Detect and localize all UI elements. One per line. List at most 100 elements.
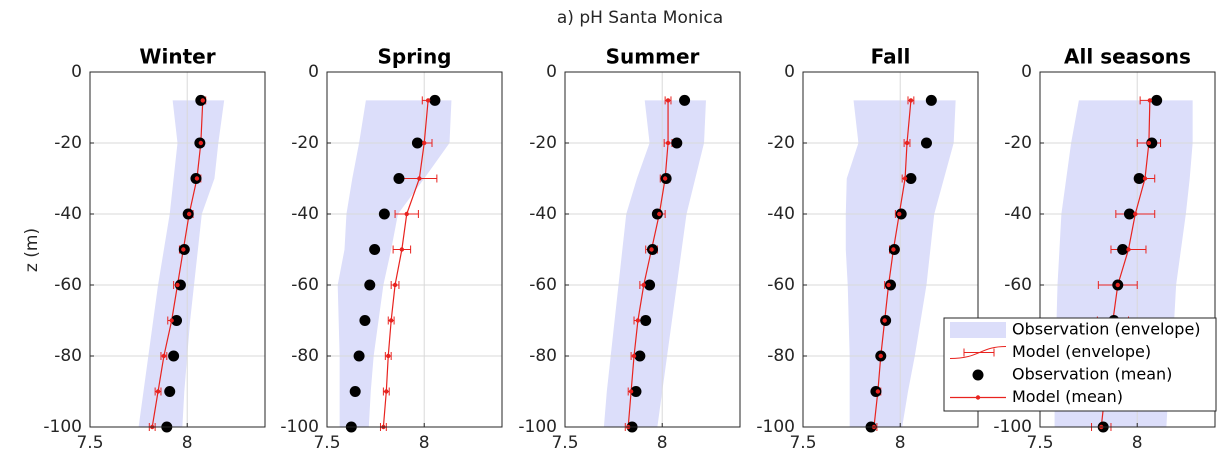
x-tick-label: 8 xyxy=(657,433,668,453)
x-tick-label: 7.5 xyxy=(76,433,103,453)
legend-label: Observation (mean) xyxy=(1012,365,1172,384)
model-mean-point xyxy=(904,140,910,146)
model-mean-point xyxy=(1146,140,1152,146)
y-tick-label: -40 xyxy=(529,204,557,224)
legend: Observation (envelope) Model (envelope) Ob… xyxy=(943,317,1217,412)
model-mean-point xyxy=(384,389,389,394)
model-mean-point xyxy=(194,176,200,181)
observation-mean xyxy=(359,315,371,326)
model-mean-point xyxy=(1115,282,1120,288)
observation-mean xyxy=(393,173,405,184)
panel-title: Summer xyxy=(606,45,700,69)
plot-frame xyxy=(564,71,741,428)
observation-mean xyxy=(925,94,937,106)
observation-mean xyxy=(353,350,365,362)
panel-title: All seasons xyxy=(1064,45,1191,69)
model-mean-point xyxy=(649,247,654,252)
panel xyxy=(326,71,503,433)
y-tick-label: -100 xyxy=(280,417,319,437)
y-tick-label: -40 xyxy=(1004,204,1032,224)
y-tick-label: -60 xyxy=(1004,275,1032,295)
observation-mean xyxy=(429,94,441,106)
legend-swatch xyxy=(963,348,995,357)
model-mean-point xyxy=(628,389,634,394)
observation-mean xyxy=(630,386,642,397)
y-tick-label: -40 xyxy=(767,204,795,224)
observation-mean xyxy=(364,279,376,291)
model-mean-point xyxy=(155,389,161,394)
observation-mean xyxy=(1146,137,1158,149)
panel xyxy=(89,71,266,433)
model-mean-point xyxy=(1142,176,1148,181)
y-tick-label: -100 xyxy=(993,417,1032,437)
model-mean-point xyxy=(891,247,896,252)
panel-title: Fall xyxy=(871,45,911,69)
observation-mean xyxy=(369,244,381,255)
legend-swatch xyxy=(975,395,981,400)
y-tick-label: -40 xyxy=(291,204,319,224)
model-mean-line xyxy=(382,100,429,428)
model-mean-point xyxy=(422,140,427,146)
y-tick-label: -60 xyxy=(54,275,82,295)
model-mean-point xyxy=(631,353,637,359)
model-mean-point xyxy=(1147,98,1153,103)
y-tick-label: -80 xyxy=(291,346,319,366)
plot-frame xyxy=(326,71,503,428)
y-tick-label: -100 xyxy=(756,417,795,437)
model-mean-point xyxy=(425,98,431,103)
x-tick-label: 7.5 xyxy=(551,433,578,453)
envelope xyxy=(603,100,706,428)
y-tick-label: -60 xyxy=(529,275,557,295)
plot-frame xyxy=(1039,71,1216,428)
observation-mean xyxy=(411,137,423,149)
legend-label: Observation (envelope) xyxy=(1012,320,1201,339)
model-mean-point xyxy=(1126,247,1131,252)
model-mean-point xyxy=(392,282,398,288)
y-tick-label: -80 xyxy=(767,346,795,366)
model-mean-point xyxy=(665,140,671,146)
model-mean-point xyxy=(169,318,174,323)
model-mean-point xyxy=(908,98,914,103)
model-mean-point xyxy=(641,282,646,288)
legend-swatch xyxy=(972,369,984,381)
model-mean-point xyxy=(657,211,662,217)
y-tick-label: 0 xyxy=(1021,62,1032,82)
y-tick-label: 0 xyxy=(308,62,319,82)
x-tick-label: 7.5 xyxy=(1026,433,1053,453)
model-mean-point xyxy=(386,353,391,359)
y-tick-label: -20 xyxy=(54,133,82,153)
x-tick-label: 7.5 xyxy=(313,433,340,453)
model-mean-line xyxy=(151,100,204,428)
model-mean-point xyxy=(181,247,186,252)
model-mean-point xyxy=(417,176,422,181)
observation-mean xyxy=(640,315,652,326)
model-mean-point xyxy=(404,211,409,217)
y-tick-label: 0 xyxy=(71,62,82,82)
observation-mean xyxy=(634,350,646,362)
observation-mean xyxy=(644,279,656,291)
y-tick-label: -20 xyxy=(291,133,319,153)
model-mean-line xyxy=(627,100,669,428)
observation-mean xyxy=(378,208,390,220)
model-mean-point xyxy=(1133,211,1138,217)
y-tick-label: -80 xyxy=(529,346,557,366)
x-tick-label: 8 xyxy=(895,433,906,453)
x-tick-label: 7.5 xyxy=(789,433,816,453)
envelope xyxy=(337,100,452,428)
observation-mean xyxy=(168,350,180,362)
model-mean-line xyxy=(873,100,912,428)
y-axis-label: z (m) xyxy=(22,228,42,272)
model-mean-point xyxy=(875,389,881,394)
observation-mean xyxy=(1123,208,1135,220)
y-tick-label: -20 xyxy=(767,133,795,153)
legend-label: Model (mean) xyxy=(1012,387,1123,406)
panel-title: Spring xyxy=(378,45,452,69)
model-mean-point xyxy=(886,282,891,288)
model-mean-point xyxy=(662,176,668,181)
observation-mean xyxy=(905,173,917,184)
model-mean-point xyxy=(161,353,167,359)
plot-frame xyxy=(802,71,979,428)
x-tick-label: 8 xyxy=(1132,433,1143,453)
model-mean-point xyxy=(198,140,204,146)
